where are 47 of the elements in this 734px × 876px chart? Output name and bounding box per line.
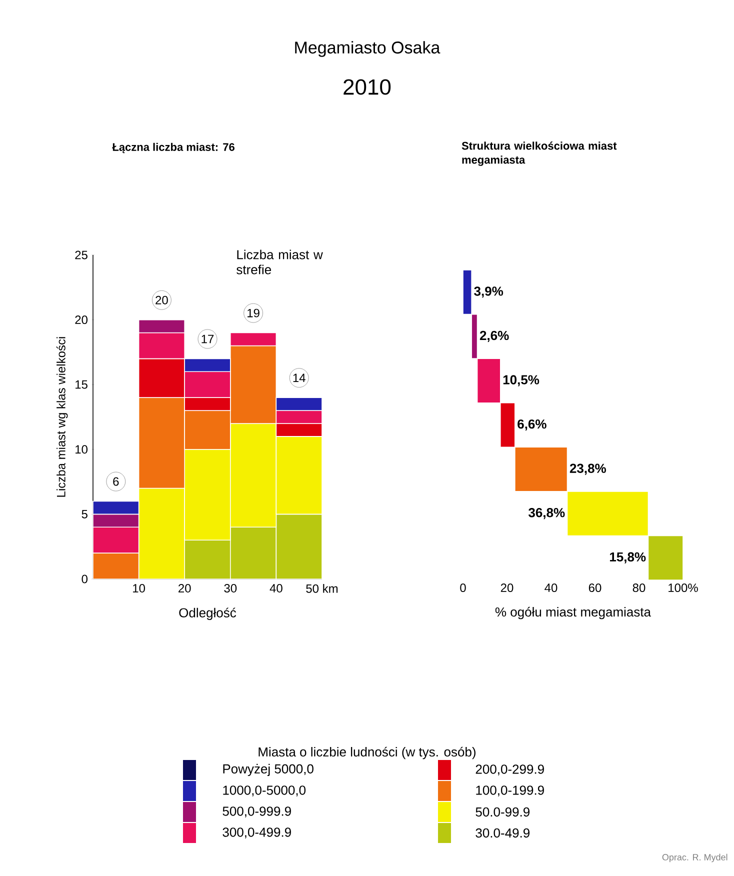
- text: Megamiasto Osaka: [295, 41, 440, 57]
- text: Łączna liczba miast: 76: [112, 142, 234, 154]
- total-label: 14: [293, 374, 306, 382]
- y-tick-label: 10: [76, 445, 88, 454]
- y-axis-title: Liczba miast wg klas wielkości: [56, 337, 68, 497]
- text: Oprac. R. Mydel: [662, 854, 728, 862]
- x-tick-label: 10: [133, 584, 146, 593]
- y-tick-label: 0: [82, 574, 88, 584]
- x-axis-title: Odległość: [179, 608, 236, 620]
- y-tick-label: 15: [76, 380, 88, 389]
- data-label: 2,6%: [480, 330, 509, 342]
- x-tick-label: 50 km: [306, 584, 338, 593]
- data-label: 15,8%: [610, 552, 646, 564]
- data-label: 10,5%: [503, 375, 540, 386]
- x-tick-label: 30: [224, 584, 237, 593]
- chart-title: Struktura wielkościowa miast megamiasta: [462, 142, 617, 166]
- legend-label: Powyżej 5000,0: [223, 764, 314, 776]
- legend-label: 30.0-49.9: [476, 828, 530, 838]
- data-label: 3,9%: [474, 286, 504, 298]
- x-tick-label: 40: [270, 584, 282, 593]
- data-label: 6,6%: [518, 419, 546, 431]
- y-tick-label: 25: [75, 250, 88, 260]
- annotation: Liczba miast w strefie: [236, 250, 323, 274]
- total-label: 19: [248, 308, 260, 318]
- x-tick-label: 20: [500, 584, 514, 592]
- y-tick-label: 5: [82, 510, 88, 518]
- legend-label: 500,0-999.9: [222, 806, 291, 818]
- legend-label: 300,0-499.9: [222, 828, 291, 838]
- text: 2010: [344, 79, 391, 95]
- data-label: 23,8%: [570, 464, 606, 475]
- legend-label: 1000,0-5000,0: [223, 786, 306, 796]
- x-tick-label: 100%: [668, 584, 698, 592]
- x-tick-label: 60: [588, 584, 602, 592]
- legend-label: 100,0-199.9: [476, 786, 544, 796]
- total-label: 20: [156, 296, 168, 304]
- legend-label: 200,0-299.9: [476, 764, 544, 776]
- y-tick-label: 20: [75, 316, 88, 324]
- x-tick-label: 20: [178, 584, 191, 593]
- total-label: 6: [113, 477, 119, 486]
- data-label: 36,8%: [528, 508, 565, 520]
- x-tick-label: 0: [460, 584, 466, 592]
- total-label: 17: [202, 334, 214, 344]
- legend-label: 50.0-99.9: [476, 807, 530, 817]
- legend-title: Miasta o liczbie ludności (w tys. osób): [258, 746, 476, 760]
- x-tick-label: 80: [632, 584, 646, 592]
- x-tick-label: 40: [544, 584, 558, 592]
- x-axis-title: % ogółu miast megamiasta: [495, 606, 651, 620]
